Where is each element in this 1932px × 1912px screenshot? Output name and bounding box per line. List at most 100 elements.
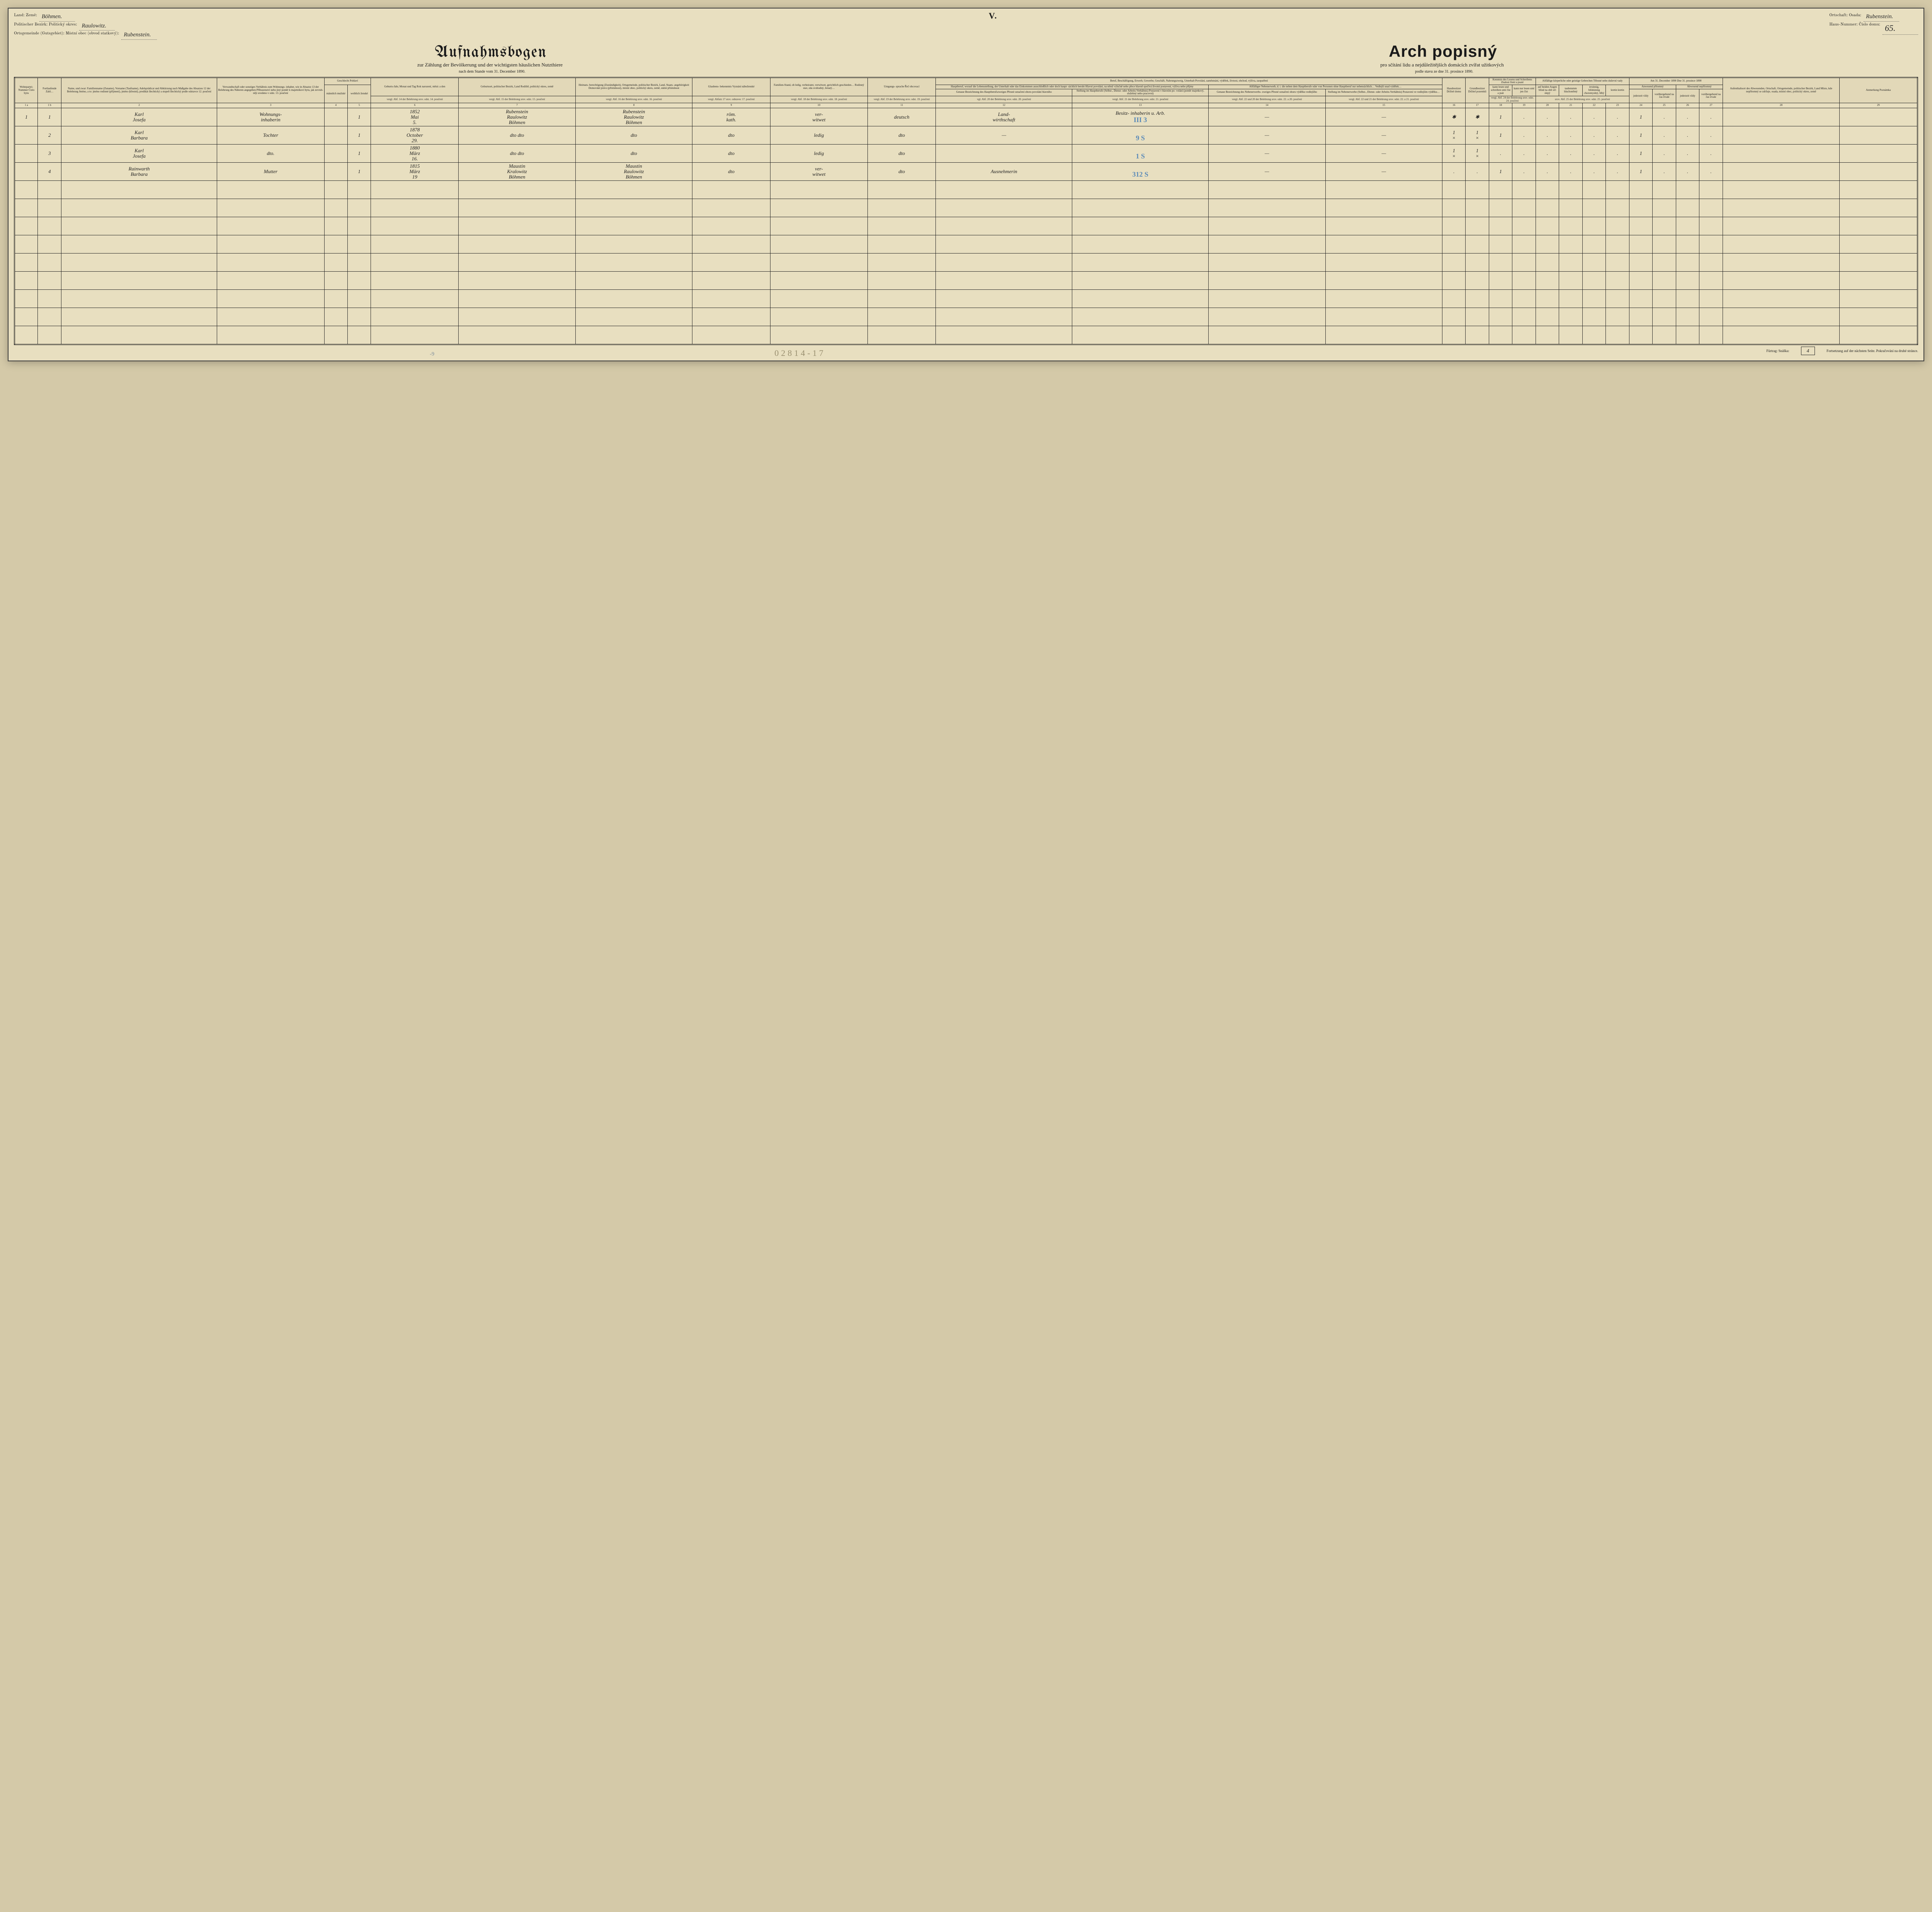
- cell-rel_conf: röm.kath.: [692, 108, 770, 126]
- cell-f: 1: [347, 126, 371, 145]
- cell-t: .: [1559, 108, 1582, 126]
- cell-empty: [1559, 181, 1582, 199]
- h-haupt-1: Genaue Bezeichnung des Hauptberufszweige…: [936, 89, 1072, 96]
- table-row-empty: [15, 235, 1918, 253]
- cell-empty: [1442, 326, 1465, 345]
- colnum: 19: [1512, 103, 1536, 108]
- cell-empty: [459, 272, 575, 290]
- table-row: 3KarlJosefadto.11880März16.dto dtodtodto…: [15, 145, 1918, 163]
- cell-empty: [15, 235, 38, 253]
- colnum: 12: [936, 103, 1072, 108]
- cell-a1: .: [1676, 145, 1699, 163]
- table-row-empty: [15, 308, 1918, 326]
- colnum: 21: [1559, 103, 1582, 108]
- cell-empty: [38, 217, 61, 235]
- h-heimat: Heimats- berechtigung (Zuständigkeit), O…: [575, 77, 692, 96]
- cell-empty: [1489, 199, 1512, 217]
- cell-empty: [15, 290, 38, 308]
- cell-empty: [1840, 290, 1918, 308]
- cell-rel_conf: dto: [692, 126, 770, 145]
- cell-empty: [61, 199, 217, 217]
- roman-numeral: V.: [989, 11, 998, 21]
- cell-empty: [347, 199, 371, 217]
- land-value: Böhmen.: [39, 12, 75, 22]
- colnum: 2: [61, 103, 217, 108]
- cell-empty: [1676, 199, 1699, 217]
- cell-empty: [936, 308, 1072, 326]
- cell-n2: 2: [38, 126, 61, 145]
- cell-empty: [1442, 217, 1465, 235]
- cell-empty: [936, 199, 1072, 217]
- cell-gb: 1×: [1466, 145, 1489, 163]
- cell-empty: [347, 290, 371, 308]
- h-name: Name, und zwar: Familienname (Zuname), V…: [61, 77, 217, 103]
- cell-empty: [1325, 235, 1442, 253]
- cell-empty: [38, 272, 61, 290]
- bezirk-value: Raulowitz.: [79, 22, 115, 31]
- cell-empty: [1536, 217, 1559, 235]
- h-neben-2: Stellung im Nebenerwerbe (Selbst-, Diens…: [1325, 89, 1442, 96]
- cell-empty: [1723, 253, 1839, 272]
- cell-empty: [1629, 253, 1652, 272]
- cell-born: 1878October29.: [371, 126, 459, 145]
- cell-empty: [459, 308, 575, 326]
- cell-beruf: [936, 145, 1072, 163]
- cell-empty: [1512, 326, 1536, 345]
- cell-empty: [1559, 308, 1582, 326]
- census-table: Wohnpartei-Nummer Číslo bytu Fortlaufend…: [14, 77, 1918, 345]
- cell-empty: [1489, 181, 1512, 199]
- cell-heimat: RubensteinRaulowitzBöhmen: [575, 108, 692, 126]
- cell-empty: [1072, 326, 1209, 345]
- cell-empty: [1466, 253, 1489, 272]
- colnum: 1 b: [38, 103, 61, 108]
- cell-empty: [1653, 217, 1676, 235]
- h-lang: Umgangs- sprache Řeč obcovací: [867, 77, 935, 96]
- cell-empty: [347, 253, 371, 272]
- cell-empty: [575, 235, 692, 253]
- cell-empty: [1072, 308, 1209, 326]
- cell-readonly: .: [1512, 145, 1536, 163]
- cell-empty: [1676, 253, 1699, 272]
- cell-empty: [1653, 290, 1676, 308]
- cell-empty: [459, 253, 575, 272]
- cell-empty: [371, 253, 459, 272]
- cell-rel_conf: dto: [692, 145, 770, 163]
- h-abw1: jederzeit vždy: [1676, 89, 1699, 103]
- table-row-empty: [15, 253, 1918, 272]
- cell-empty: [692, 308, 770, 326]
- table-row-empty: [15, 217, 1918, 235]
- cell-empty: [692, 199, 770, 217]
- table-row: 2KarlBarbaraTochter11878October29.dto dt…: [15, 126, 1918, 145]
- cell-empty: [1723, 308, 1839, 326]
- cell-empty: [1489, 290, 1512, 308]
- cell-p2: .: [1653, 108, 1676, 126]
- cell-born: 1815März19: [371, 163, 459, 181]
- h-gebrechen: Allfällige körperliche oder geistige Geb…: [1536, 77, 1629, 85]
- colnum: 26: [1676, 103, 1699, 108]
- h-haupt-2: Stellung im Hauptberufe (Selbst-, Dienst…: [1072, 89, 1209, 96]
- colnum: 17: [1466, 103, 1489, 108]
- cell-empty: [324, 235, 347, 253]
- colnum: 5: [347, 103, 371, 108]
- cell-gb: ✱: [1466, 108, 1489, 126]
- cell-empty: [1442, 272, 1465, 290]
- cell-empty: [61, 217, 217, 235]
- colnum: 25: [1653, 103, 1676, 108]
- cell-empty: [1489, 217, 1512, 235]
- cell-empty: [1325, 217, 1442, 235]
- cell-empty: [1653, 326, 1676, 345]
- h-female: weiblich ženské: [347, 85, 371, 103]
- cell-stell: 1 S: [1072, 145, 1209, 163]
- cell-empty: [324, 326, 347, 345]
- cell-empty: [1629, 181, 1652, 199]
- subtitle-czech: pro sčítání lidu a nejdůležitějších domá…: [1014, 62, 1871, 68]
- cell-empty: [692, 253, 770, 272]
- cell-empty: [1512, 253, 1536, 272]
- cell-neb: —: [1209, 126, 1325, 145]
- subtitle-german: zur Zählung der Bevölkerung und der wich…: [61, 62, 918, 68]
- cell-empty: [1466, 199, 1489, 217]
- cell-place: MaustinKralowitzBöhmen: [459, 163, 575, 181]
- cell-empty: [770, 253, 867, 272]
- cell-empty: [1582, 290, 1605, 308]
- cell-empty: [1489, 253, 1512, 272]
